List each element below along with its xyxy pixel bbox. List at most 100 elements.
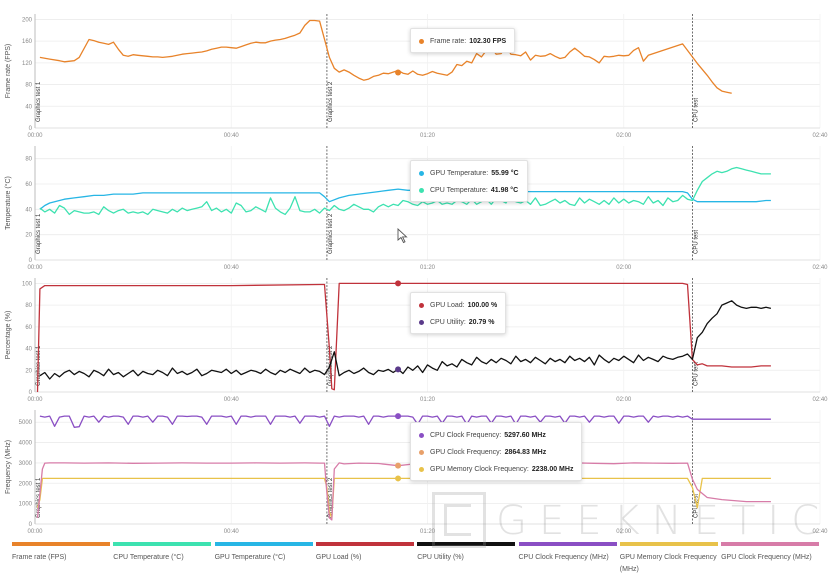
tooltip-dot — [419, 188, 424, 193]
hover-point[interactable] — [395, 69, 402, 76]
x-tick-label: 01:20 — [420, 265, 436, 271]
legend-item[interactable]: GPU Load (%) — [315, 542, 414, 564]
tooltip-value: 100.00 % — [467, 302, 498, 309]
legend-swatch — [113, 542, 212, 546]
y-tick-label: 2000 — [19, 481, 33, 487]
legend: Frame rate (FPS) CPU Temperature (°C) GPU … — [12, 542, 822, 574]
marker-label: Graphics test 1 — [36, 81, 42, 122]
legend-item[interactable]: GPU Memory Clock Frequency (MHz) — [619, 542, 718, 576]
tooltip-dot — [419, 171, 424, 176]
y-tick-label: 20 — [25, 368, 32, 374]
x-tick-label: 02:40 — [812, 133, 828, 139]
x-tick-label: 01:20 — [420, 397, 436, 403]
tooltip-label: GPU Clock Frequency: — [430, 449, 502, 456]
x-tick-label: 01:20 — [420, 529, 436, 535]
marker-label: Graphics test 1 — [36, 213, 42, 254]
x-tick-label: 02:00 — [616, 397, 632, 403]
x-tick-label: 02:00 — [616, 529, 632, 535]
y-tick-label: 40 — [25, 104, 32, 110]
y-tick-label: 0 — [29, 390, 33, 396]
series-line — [39, 166, 771, 216]
legend-swatch — [619, 542, 718, 546]
legend-item[interactable]: GPU Clock Frequency (MHz) — [721, 542, 820, 564]
tooltip-row: CPU Temperature: 41.98 °C — [419, 182, 519, 199]
marker-label: CPU test — [693, 230, 699, 254]
x-tick-label: 02:00 — [616, 265, 632, 271]
x-tick-label: 00:00 — [27, 529, 43, 535]
legend-swatch — [214, 542, 313, 546]
tooltip-row: GPU Temperature: 55.99 °C — [419, 165, 519, 182]
legend-swatch — [721, 542, 820, 546]
legend-swatch — [12, 542, 110, 546]
series-line — [36, 282, 771, 393]
tooltip-value: 41.98 °C — [490, 187, 519, 194]
tooltip-value: 2864.83 MHz — [504, 449, 547, 456]
y-axis-label: Percentage (%) — [5, 311, 12, 360]
y-tick-label: 60 — [25, 325, 32, 331]
y-tick-label: 4000 — [19, 441, 33, 447]
tooltip-dot — [419, 303, 424, 308]
legend-swatch — [518, 542, 617, 546]
marker-label: Graphics test 2 — [328, 81, 334, 122]
y-tick-label: 1000 — [19, 502, 33, 508]
hover-point[interactable] — [395, 462, 402, 469]
x-tick-label: 02:40 — [812, 529, 828, 535]
y-axis-label: Temperature (°C) — [4, 176, 12, 230]
tooltip-label: Frame rate: — [430, 38, 467, 45]
tooltip-label: CPU Clock Frequency: — [430, 432, 502, 439]
y-axis-label: Frame rate (FPS) — [5, 44, 12, 98]
marker-label: CPU test — [693, 362, 699, 386]
tooltip-row: Frame rate: 102.30 FPS — [419, 33, 506, 50]
series-line — [39, 19, 732, 94]
tooltip-label: CPU Temperature: — [430, 187, 488, 194]
tooltip-label: GPU Memory Clock Frequency: — [430, 466, 529, 473]
legend-item[interactable]: Frame rate (FPS) — [12, 542, 110, 564]
tooltip-label: GPU Load: — [430, 302, 465, 309]
mouse-cursor-icon — [397, 228, 408, 244]
hover-point[interactable] — [395, 280, 402, 287]
legend-label: GPU Temperature (°C) — [214, 554, 286, 561]
x-tick-label: 02:00 — [616, 133, 632, 139]
legend-label: GPU Load (%) — [315, 554, 362, 561]
y-tick-label: 200 — [22, 17, 33, 23]
tooltip-row: GPU Memory Clock Frequency: 2238.00 MHz — [419, 461, 573, 478]
x-tick-label: 00:40 — [224, 397, 240, 403]
legend-label: CPU Temperature (°C) — [113, 554, 184, 561]
y-tick-label: 100 — [22, 281, 33, 287]
y-tick-label: 40 — [25, 347, 32, 353]
marker-label: Graphics test 2 — [328, 477, 334, 518]
y-tick-label: 80 — [25, 83, 32, 89]
legend-item[interactable]: GPU Temperature (°C) — [214, 542, 313, 564]
y-axis-label: Frequency (MHz) — [5, 440, 12, 494]
y-tick-label: 80 — [25, 157, 32, 163]
y-tick-label: 20 — [25, 233, 32, 239]
legend-label: CPU Clock Frequency (MHz) — [518, 554, 609, 561]
tooltip-dot — [419, 39, 424, 44]
series-line — [36, 462, 771, 521]
tooltip-dot — [419, 450, 424, 455]
legend-swatch — [315, 542, 414, 546]
x-tick-label: 00:40 — [224, 265, 240, 271]
y-tick-label: 3000 — [19, 461, 33, 467]
hover-point[interactable] — [395, 413, 402, 420]
y-tick-label: 0 — [29, 522, 33, 528]
legend-item[interactable]: CPU Clock Frequency (MHz) — [518, 542, 617, 564]
tooltip-value: 55.99 °C — [491, 170, 519, 177]
legend-label: GPU Memory Clock Frequency (MHz) — [619, 554, 717, 573]
hover-point[interactable] — [395, 475, 402, 482]
legend-label: GPU Clock Frequency (MHz) — [721, 554, 812, 561]
series-line — [36, 477, 771, 519]
legend-item[interactable]: CPU Temperature (°C) — [113, 542, 212, 564]
legend-swatch — [417, 542, 516, 546]
tooltip-row: CPU Utility: 20.79 % — [419, 314, 497, 331]
y-tick-label: 60 — [25, 182, 32, 188]
tooltip: Frame rate: 102.30 FPS — [410, 28, 516, 53]
tooltip-row: GPU Load: 100.00 % — [419, 297, 497, 314]
x-tick-label: 00:00 — [27, 397, 43, 403]
y-tick-label: 120 — [22, 61, 33, 67]
y-tick-label: 5000 — [19, 420, 33, 426]
legend-item[interactable]: CPU Utility (%) — [417, 542, 516, 564]
y-tick-label: 40 — [25, 207, 32, 213]
tooltip-row: GPU Clock Frequency: 2864.83 MHz — [419, 444, 573, 461]
hover-point[interactable] — [395, 366, 402, 373]
